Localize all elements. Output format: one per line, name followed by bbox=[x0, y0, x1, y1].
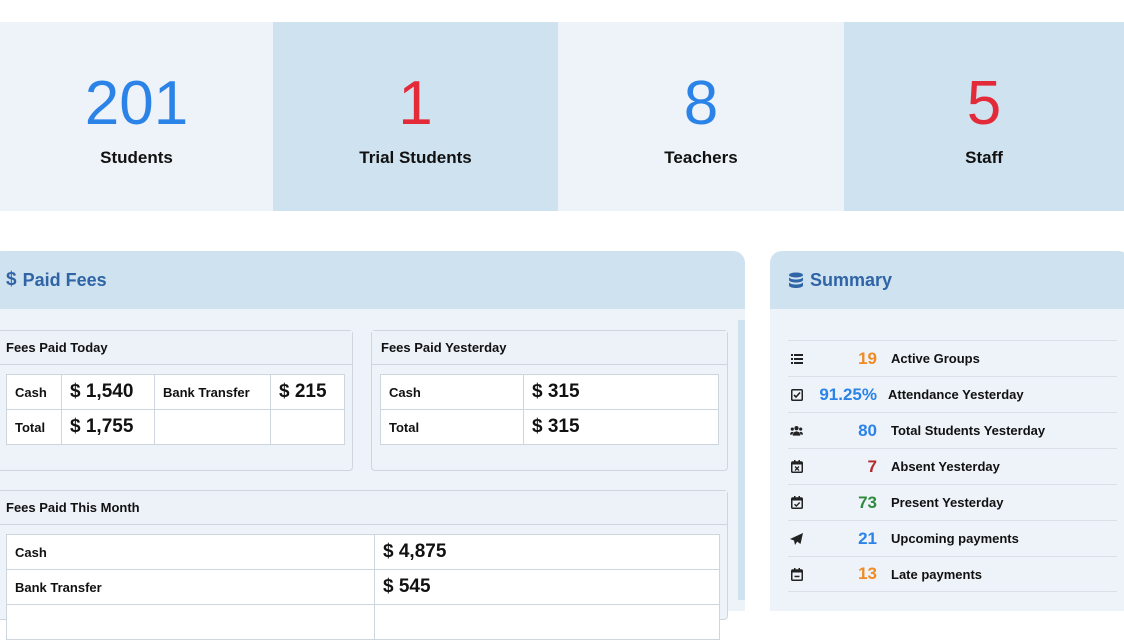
fees-yesterday-title: Fees Paid Yesterday bbox=[372, 331, 727, 365]
stat-label: Trial Students bbox=[359, 148, 472, 167]
table-row: Cash $ 315 bbox=[380, 374, 719, 410]
stat-value: 201 bbox=[84, 69, 189, 138]
paper-plane-icon bbox=[790, 532, 803, 545]
stat-staff[interactable]: 5 Staff bbox=[844, 22, 1124, 211]
table-cell: $ 315 bbox=[523, 409, 719, 445]
table-cell: Cash bbox=[6, 374, 62, 410]
summary-item-upcoming-payments[interactable]: 21 Upcoming payments bbox=[788, 520, 1117, 556]
table-cell: $ 545 bbox=[374, 569, 720, 605]
table-cell bbox=[270, 409, 345, 445]
summary-label: Total Students Yesterday bbox=[891, 423, 1046, 438]
database-icon bbox=[788, 272, 804, 289]
fees-today-title: Fees Paid Today bbox=[0, 331, 352, 365]
summary-label: Late payments bbox=[891, 566, 983, 582]
stat-label: Students bbox=[100, 148, 173, 167]
summary-title: Summary bbox=[810, 269, 893, 290]
table-cell: Cash bbox=[380, 374, 524, 410]
fees-today-card: Fees Paid Today Cash $ 1,540 Bank Transf… bbox=[0, 330, 353, 471]
calendar-check-icon bbox=[790, 496, 803, 509]
calendar-x-icon bbox=[790, 460, 803, 473]
stat-value: 8 bbox=[683, 69, 719, 138]
summary-label: Present Yesterday bbox=[891, 495, 1004, 510]
summary-item-absent[interactable]: 7 Absent Yesterday bbox=[788, 448, 1117, 484]
summary-label: Absent Yesterday bbox=[891, 459, 1000, 474]
stat-students[interactable]: 201 Students bbox=[0, 22, 273, 211]
table-cell: Total bbox=[6, 409, 62, 445]
stat-teachers[interactable]: 8 Teachers bbox=[558, 22, 844, 211]
summary-item-attendance[interactable]: 91.25% Attendance Yesterday bbox=[788, 376, 1117, 412]
table-row: Cash $ 1,540 Bank Transfer $ 215 bbox=[6, 374, 345, 410]
summary-header: Summary bbox=[770, 251, 1124, 309]
users-icon bbox=[790, 424, 803, 437]
calendar-minus-icon bbox=[790, 568, 803, 581]
table-cell: $ 4,875 bbox=[374, 534, 720, 570]
summary-item-total-students[interactable]: 80 Total Students Yesterday bbox=[788, 412, 1117, 448]
fees-month-title: Fees Paid This Month bbox=[0, 491, 727, 525]
summary-item-active-groups[interactable]: 19 Active Groups bbox=[788, 340, 1117, 376]
table-cell bbox=[6, 604, 375, 640]
summary-label: Active Groups bbox=[891, 351, 980, 366]
summary-label: Attendance Yesterday bbox=[888, 387, 1024, 402]
checkbox-icon bbox=[790, 388, 803, 401]
table-cell: Bank Transfer bbox=[154, 374, 271, 410]
paid-fees-header: $ Paid Fees bbox=[0, 251, 745, 309]
summary-value: 7 bbox=[867, 456, 877, 476]
list-icon bbox=[790, 352, 803, 365]
summary-value: 91.25% bbox=[819, 384, 877, 404]
summary-value: 13 bbox=[858, 564, 877, 583]
fees-month-card: Fees Paid This Month Cash $ 4,875 Bank T… bbox=[0, 490, 728, 640]
fees-yesterday-table: Cash $ 315 Total $ 315 bbox=[380, 374, 719, 445]
fees-scrollbar[interactable] bbox=[738, 320, 745, 600]
table-cell: Total bbox=[380, 409, 524, 445]
dollar-icon: $ bbox=[6, 269, 17, 290]
table-cell: Bank Transfer bbox=[6, 569, 375, 605]
table-row: Total $ 1,755 bbox=[6, 409, 345, 445]
fees-yesterday-card: Fees Paid Yesterday Cash $ 315 Total $ 3… bbox=[371, 330, 728, 471]
stat-value: 1 bbox=[398, 69, 433, 138]
table-row: Total $ 315 bbox=[380, 409, 719, 445]
table-cell: $ 1,755 bbox=[61, 409, 155, 445]
paid-fees-title: Paid Fees bbox=[22, 269, 107, 290]
stat-label: Staff bbox=[965, 148, 1003, 167]
table-cell: $ 1,540 bbox=[61, 374, 155, 410]
summary-item-present[interactable]: 73 Present Yesterday bbox=[788, 484, 1117, 520]
table-cell bbox=[374, 604, 720, 640]
summary-value: 19 bbox=[858, 348, 877, 368]
stats-bar: 201 Students 1 Trial Students 8 Teachers… bbox=[0, 22, 1124, 211]
summary-value: 21 bbox=[858, 528, 877, 548]
summary-list: 19 Active Groups 91.25% Attendance Yeste… bbox=[788, 340, 1117, 592]
table-row bbox=[6, 604, 720, 640]
fees-month-table: Cash $ 4,875 Bank Transfer $ 545 bbox=[6, 534, 720, 640]
fees-today-table: Cash $ 1,540 Bank Transfer $ 215 Total $… bbox=[6, 374, 345, 445]
table-cell bbox=[154, 409, 271, 445]
summary-item-late-payments[interactable]: 13 Late payments bbox=[788, 556, 1117, 592]
stat-value: 5 bbox=[966, 69, 1002, 138]
table-cell: $ 315 bbox=[523, 374, 719, 410]
summary-value: 80 bbox=[858, 420, 877, 440]
summary-value: 73 bbox=[858, 492, 877, 512]
stat-label: Teachers bbox=[664, 148, 738, 167]
table-row: Cash $ 4,875 bbox=[6, 534, 720, 570]
summary-panel: Summary 19 Active Groups 91.25% Attendan… bbox=[770, 251, 1124, 611]
summary-label: Upcoming payments bbox=[891, 531, 1019, 546]
table-row: Bank Transfer $ 545 bbox=[6, 569, 720, 605]
table-cell: Cash bbox=[6, 534, 375, 570]
stat-trial-students[interactable]: 1 Trial Students bbox=[273, 22, 558, 211]
table-cell: $ 215 bbox=[270, 374, 345, 410]
